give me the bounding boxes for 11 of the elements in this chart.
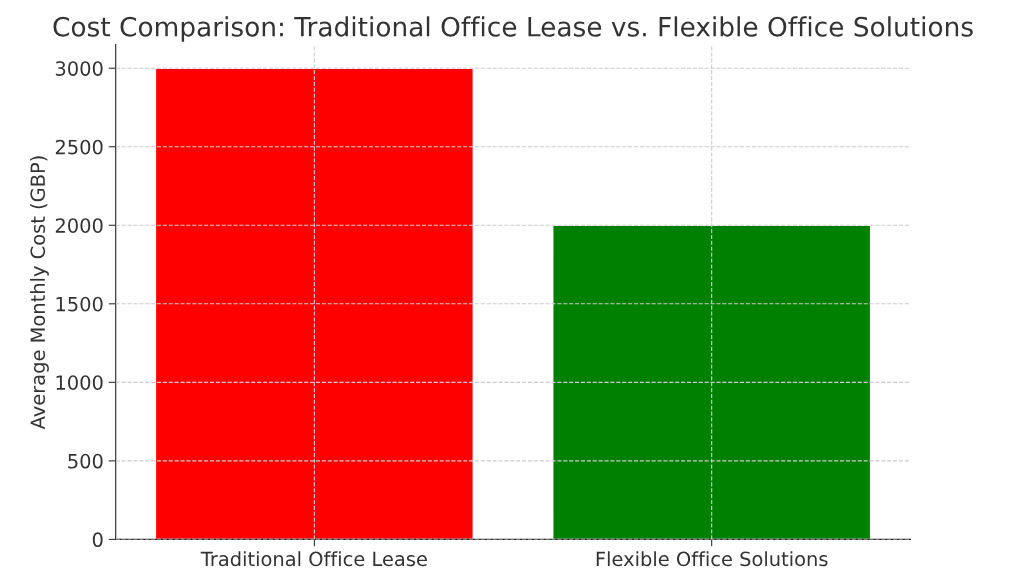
x-tick-label: Traditional Office Lease xyxy=(200,551,427,567)
y-tick-label: 1000 xyxy=(56,375,103,390)
y-tick-label: 3000 xyxy=(55,61,103,76)
chart-title: Cost Comparison: Traditional Office Lease vs. Flexible Office Solutions xyxy=(53,16,973,42)
y-tick-label: 0 xyxy=(92,532,103,548)
y-tick-label: 1500 xyxy=(56,296,103,312)
x-tick-label: Flexible Office Solutions xyxy=(596,551,828,567)
y-tick-label: 2000 xyxy=(55,218,103,233)
y-tick-label: 500 xyxy=(68,453,103,469)
y-tick-label: 2500 xyxy=(55,139,103,155)
y-axis-title: Average Monthly Cost (GBP) xyxy=(30,156,49,430)
